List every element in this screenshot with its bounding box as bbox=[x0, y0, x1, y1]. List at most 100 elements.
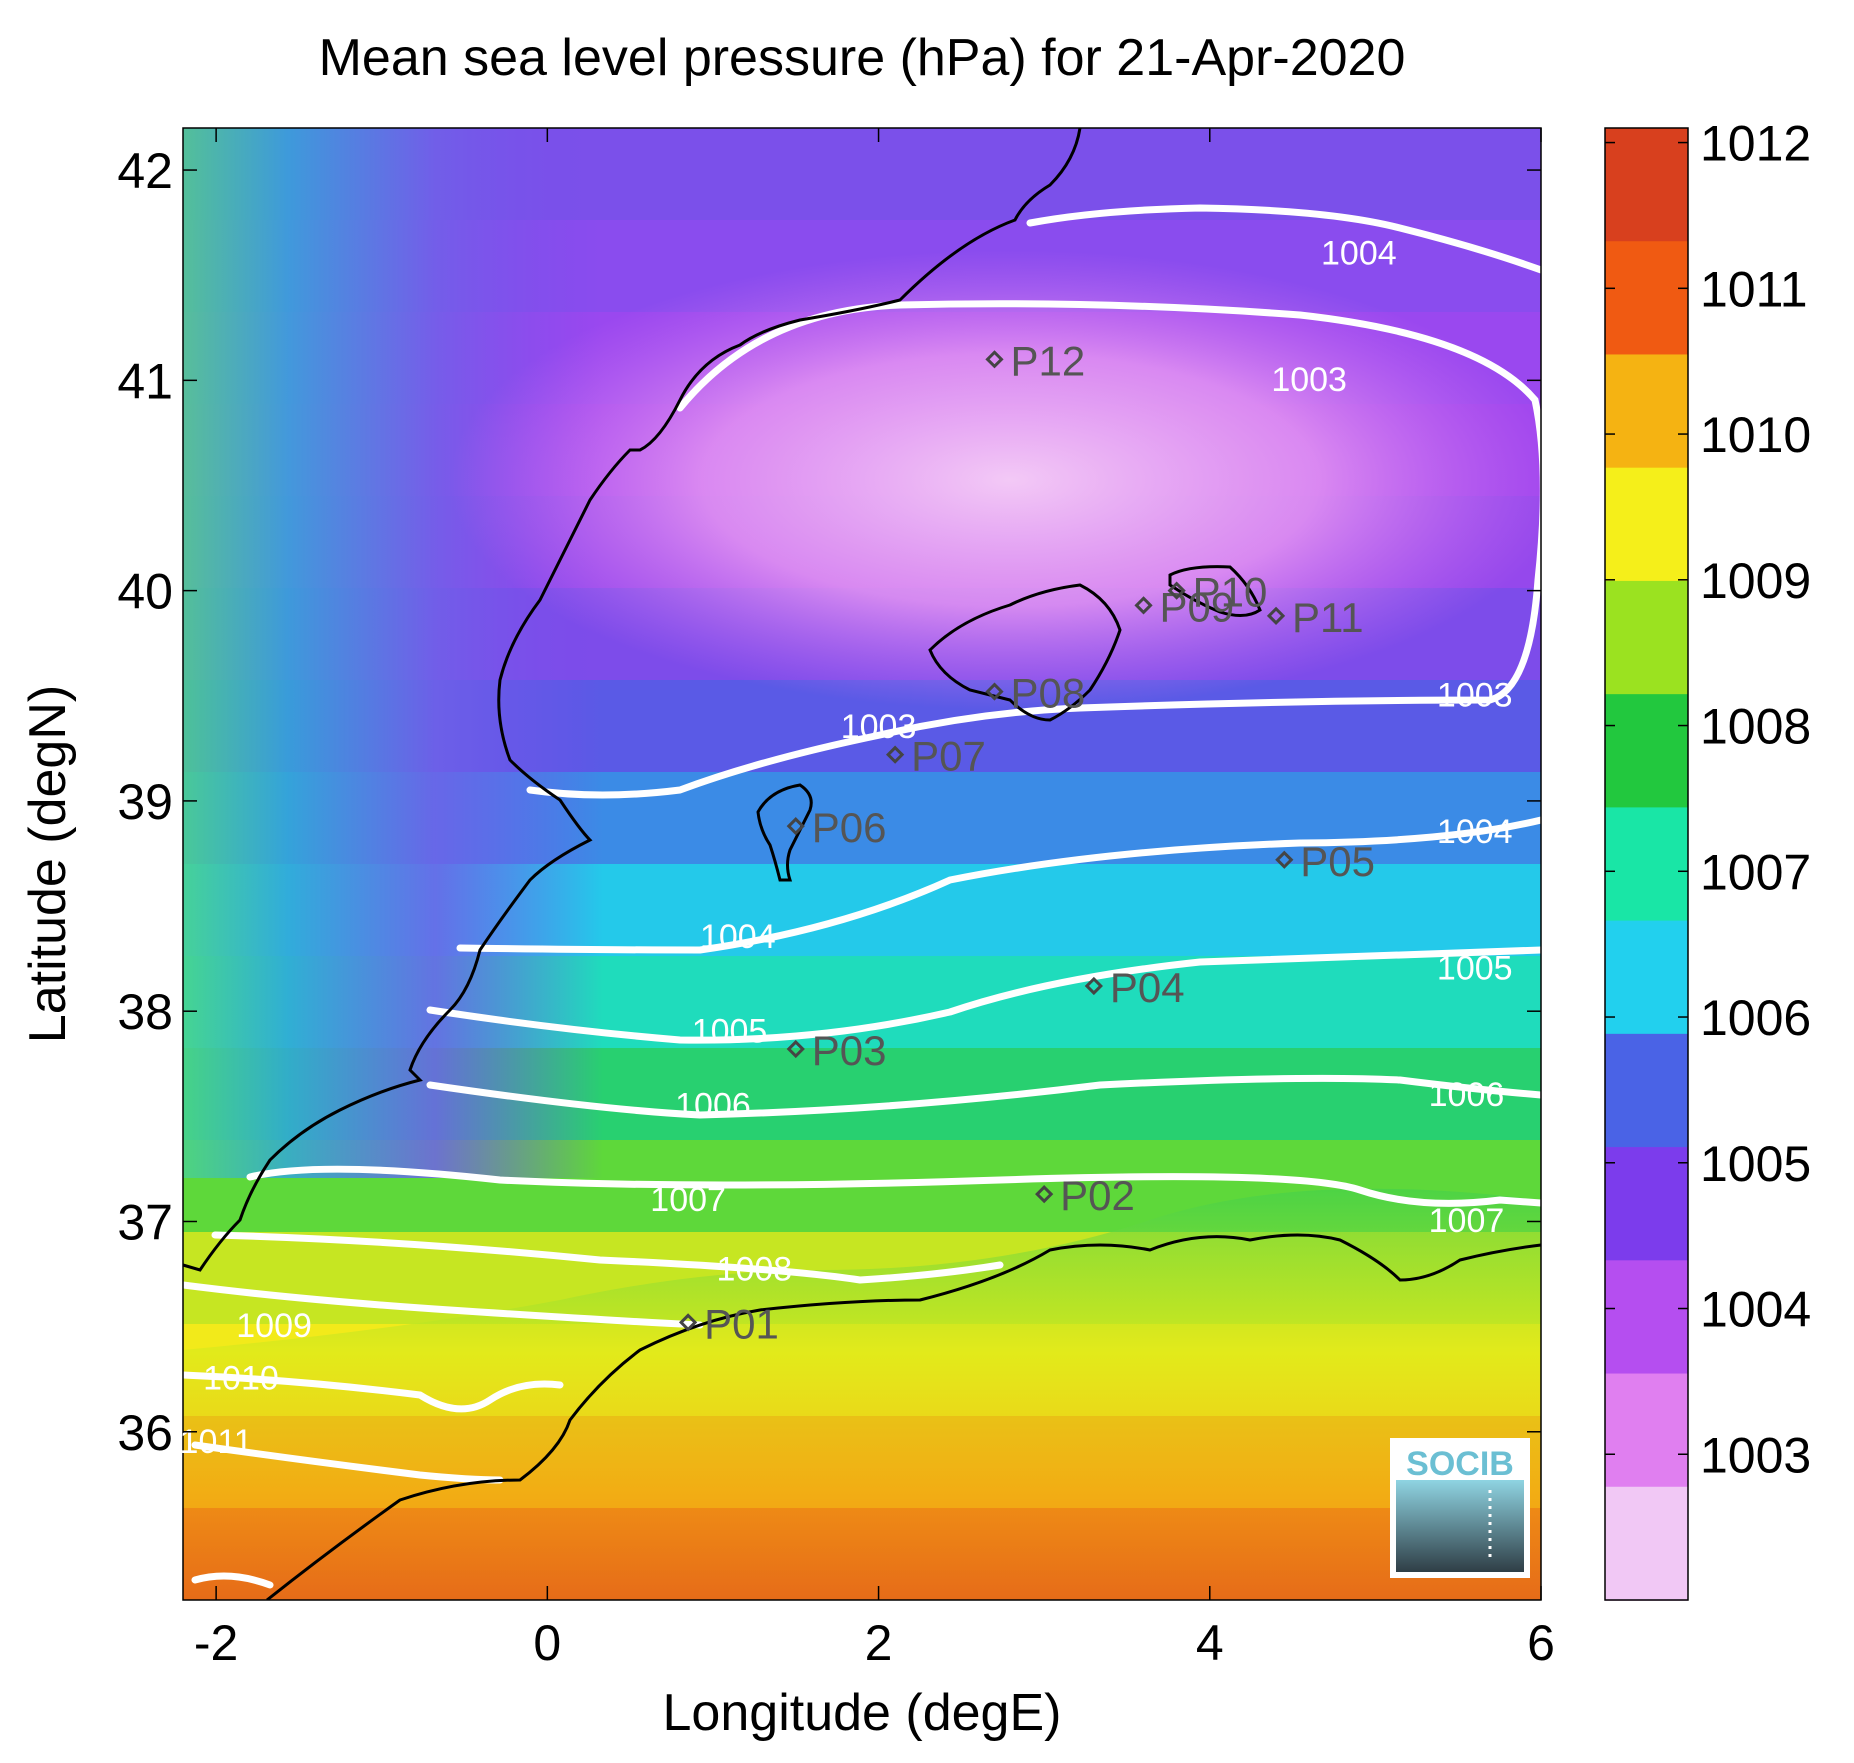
isobar-label: 1011 bbox=[180, 1423, 253, 1461]
colorbar-tick-label: 1009 bbox=[1700, 553, 1811, 609]
y-axis: 36 37 38 39 40 41 42 bbox=[117, 143, 1541, 1461]
colorbar-segment bbox=[1605, 1033, 1688, 1149]
colorbar-tick-label: 1005 bbox=[1700, 1136, 1811, 1192]
station-marker bbox=[1266, 606, 1286, 625]
station-label: P08 bbox=[1010, 670, 1085, 717]
y-tick-label: 41 bbox=[117, 353, 173, 409]
isobar-label: 1005 bbox=[1437, 950, 1513, 988]
colorbar-segment bbox=[1605, 241, 1688, 356]
colorbar-segment bbox=[1605, 920, 1688, 1035]
isobar-label: 1006 bbox=[675, 1086, 751, 1124]
isobar-label: 1007 bbox=[650, 1181, 726, 1219]
x-tick-label: -2 bbox=[194, 1615, 238, 1671]
colorbar: 1003 1004 1005 1006 1007 1008 1009 1010 1011 1012 bbox=[1604, 116, 1811, 1601]
iberia-coastline bbox=[183, 128, 1082, 1272]
colorbar-segment bbox=[1605, 1147, 1688, 1262]
socib-logo: SOCIB bbox=[1390, 1438, 1530, 1578]
station-marker bbox=[1167, 581, 1186, 600]
ibiza-coastline bbox=[756, 783, 813, 882]
chart-title: Mean sea level pressure (hPa) for 21-Apr… bbox=[319, 29, 1406, 87]
isobar-label: 1006 bbox=[1429, 1076, 1505, 1114]
colorbar-tick-label: 1011 bbox=[1700, 261, 1808, 317]
station-label: P04 bbox=[1110, 964, 1185, 1011]
y-tick-label: 37 bbox=[117, 1194, 173, 1250]
isobar-1006 bbox=[426, 1074, 1541, 1119]
isobar-1011 bbox=[191, 1441, 504, 1484]
x-axis-label: Longitude (degE) bbox=[663, 1684, 1062, 1742]
isobar-lines bbox=[183, 204, 1541, 1589]
colorbar-segment bbox=[1605, 467, 1688, 582]
isobar-label: 1004 bbox=[1437, 813, 1513, 851]
station-label: P03 bbox=[812, 1027, 887, 1074]
station-label: P11 bbox=[1292, 594, 1364, 641]
isobar-label: 1009 bbox=[236, 1307, 312, 1345]
isobar-1004-north bbox=[1026, 204, 1541, 274]
menorca-coastline bbox=[1168, 565, 1262, 617]
isobar-label: 1005 bbox=[692, 1013, 768, 1051]
isobar-1005 bbox=[426, 946, 1541, 1044]
isobar-label: 1003 bbox=[1271, 361, 1347, 399]
station-label: P05 bbox=[1300, 838, 1375, 885]
iberia-land-shading bbox=[183, 128, 603, 1178]
isobar-label: 1003 bbox=[1437, 676, 1513, 714]
isobar-label: 1008 bbox=[717, 1250, 793, 1288]
colorbar-segment bbox=[1605, 1260, 1688, 1375]
low-pressure-core bbox=[450, 250, 1541, 710]
mallorca-coastline bbox=[928, 583, 1122, 722]
station-marker bbox=[786, 1039, 805, 1059]
socib-logo-text: SOCIB bbox=[1406, 1445, 1514, 1483]
isobar-label: 1007 bbox=[1429, 1202, 1505, 1240]
station-marker bbox=[1084, 976, 1103, 996]
colorbar-tick-label: 1010 bbox=[1700, 407, 1811, 463]
socib-logo-panel bbox=[1396, 1480, 1524, 1572]
isobar-1010 bbox=[183, 1371, 564, 1413]
y-tick-label: 36 bbox=[117, 1405, 173, 1461]
x-tick-label: 0 bbox=[533, 1615, 561, 1671]
x-tick-label: 2 bbox=[865, 1615, 893, 1671]
isobar-1008 bbox=[211, 1231, 1004, 1284]
north-africa-coastline bbox=[266, 1233, 1541, 1600]
station-label: P07 bbox=[911, 733, 986, 780]
colorbar-tick-label: 1007 bbox=[1700, 844, 1811, 900]
colorbar-segment bbox=[1605, 580, 1688, 696]
colorbar-segment bbox=[1605, 694, 1688, 809]
station-label: P02 bbox=[1060, 1172, 1135, 1219]
colorbar-segment bbox=[1605, 354, 1688, 469]
coastlines bbox=[183, 128, 1541, 1600]
isobar-label: 1004 bbox=[1321, 235, 1397, 273]
colorbar-segment bbox=[1605, 1373, 1688, 1488]
station-marker bbox=[678, 1313, 698, 1332]
station-marker bbox=[1134, 596, 1153, 615]
colorbar-tick-label: 1006 bbox=[1700, 990, 1811, 1046]
station-label: P12 bbox=[1010, 337, 1085, 384]
colorbar-tick-label: 1003 bbox=[1700, 1427, 1811, 1483]
isobar-1007 bbox=[246, 1165, 1541, 1207]
y-axis-label: Latitude (degN) bbox=[19, 685, 77, 1043]
map-plot-area bbox=[183, 128, 1541, 1600]
y-tick-label: 42 bbox=[117, 143, 173, 199]
colorbar-segment bbox=[1605, 128, 1688, 243]
isobar-1012 bbox=[191, 1572, 274, 1589]
isobar-1004-south bbox=[456, 816, 1541, 954]
colorbar-tick-label: 1012 bbox=[1700, 116, 1811, 172]
isobar-label: 1003 bbox=[841, 708, 917, 746]
colorbar-segment bbox=[1605, 1486, 1688, 1601]
plot-frame bbox=[182, 127, 1542, 1601]
colorbar-tick-label: 1008 bbox=[1700, 699, 1811, 755]
x-tick-label: 6 bbox=[1527, 1615, 1555, 1671]
north-africa-land-shading bbox=[183, 1188, 1541, 1600]
station-marker bbox=[886, 745, 905, 764]
x-axis: -2 0 2 4 6 bbox=[194, 128, 1555, 1671]
x-tick-label: 4 bbox=[1196, 1615, 1224, 1671]
y-tick-label: 38 bbox=[117, 984, 173, 1040]
isobar-1009 bbox=[183, 1281, 704, 1329]
station-marker bbox=[786, 817, 805, 836]
station-label: P01 bbox=[704, 1300, 779, 1347]
colorbar-frame bbox=[1604, 127, 1689, 1601]
isobar-label: 1004 bbox=[700, 918, 776, 956]
colorbar-segment bbox=[1605, 807, 1688, 922]
station-marker bbox=[985, 682, 1004, 701]
station-label: P06 bbox=[812, 804, 887, 851]
